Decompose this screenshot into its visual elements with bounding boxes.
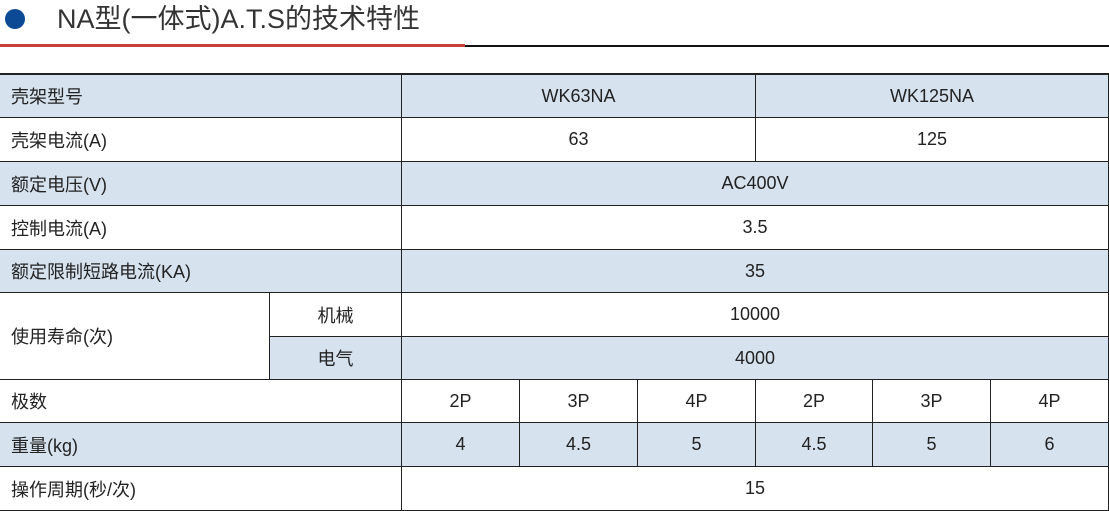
cell-current-63: 63 <box>402 118 756 162</box>
bullet-icon <box>5 9 25 29</box>
cell-weight: 5 <box>873 423 991 467</box>
row-label-frame-model: 壳架型号 <box>0 75 402 118</box>
cell-mechanical-life: 10000 <box>402 293 1109 337</box>
cell-poles: 3P <box>873 380 991 423</box>
cell-weight: 5 <box>638 423 756 467</box>
row-label-cycle: 操作周期(秒/次) <box>0 467 402 511</box>
cell-weight: 4.5 <box>520 423 638 467</box>
cell-weight: 4 <box>402 423 520 467</box>
title-rule <box>465 45 1109 47</box>
cell-short-circuit: 35 <box>402 250 1109 293</box>
cell-poles: 3P <box>520 380 638 423</box>
row-label-frame-current: 壳架电流(A) <box>0 118 402 162</box>
cell-weight: 4.5 <box>756 423 873 467</box>
row-label-weight: 重量(kg) <box>0 423 402 467</box>
cell-model-wk125: WK125NA <box>756 75 1109 118</box>
cell-model-wk63: WK63NA <box>402 75 756 118</box>
cell-poles: 4P <box>991 380 1109 423</box>
row-label-control-current: 控制电流(A) <box>0 206 402 250</box>
row-label-poles: 极数 <box>0 380 402 423</box>
row-label-rated-voltage: 额定电压(V) <box>0 162 402 206</box>
cell-rated-voltage: AC400V <box>402 162 1109 206</box>
sub-label-electrical: 电气 <box>270 337 402 380</box>
cell-control-current: 3.5 <box>402 206 1109 250</box>
cell-poles: 2P <box>756 380 873 423</box>
sub-label-mechanical: 机械 <box>270 293 402 337</box>
page-title: NA型(一体式)A.T.S的技术特性 <box>57 4 421 34</box>
table-top-border <box>0 73 1109 75</box>
cell-poles: 2P <box>402 380 520 423</box>
cell-weight: 6 <box>991 423 1109 467</box>
title-rule-accent <box>0 44 465 47</box>
cell-electrical-life: 4000 <box>402 337 1109 380</box>
cell-poles: 4P <box>638 380 756 423</box>
cell-current-125: 125 <box>756 118 1109 162</box>
cell-cycle: 15 <box>402 467 1109 511</box>
row-label-service-life: 使用寿命(次) <box>0 293 270 380</box>
row-label-short-circuit: 额定限制短路电流(KA) <box>0 250 402 293</box>
